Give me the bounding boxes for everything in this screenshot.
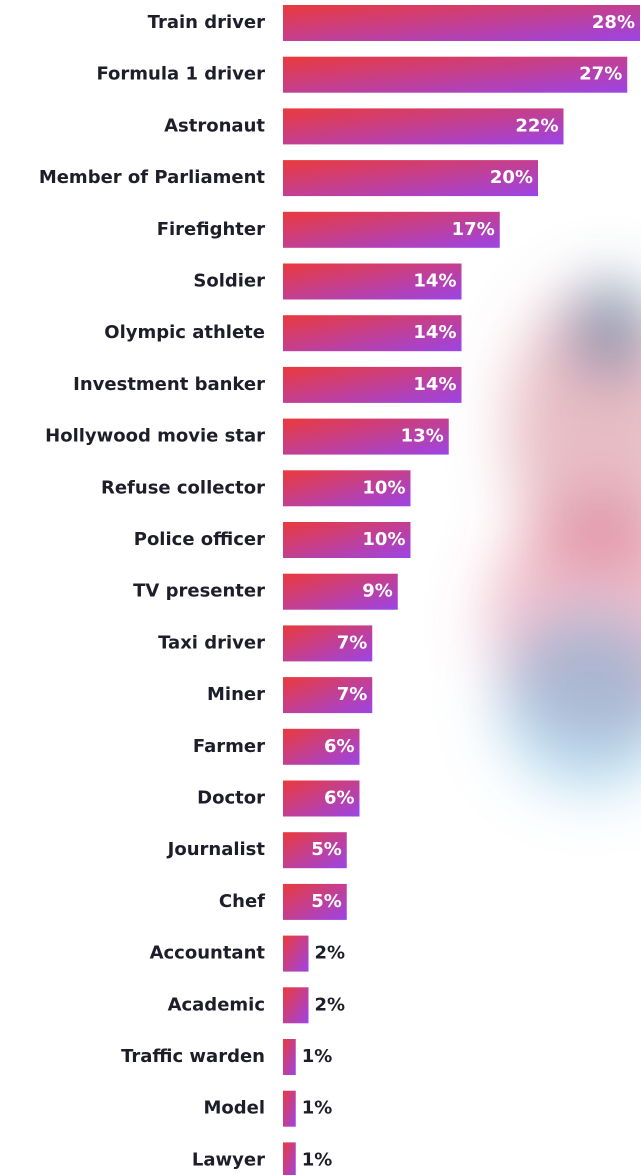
- category-label: Taxi driver: [158, 632, 265, 653]
- bar: [283, 56, 628, 93]
- value-label: 10%: [362, 477, 405, 498]
- value-label: 2%: [315, 994, 346, 1015]
- bar: [283, 987, 309, 1024]
- bar: [283, 263, 462, 300]
- bar: [283, 366, 462, 403]
- bar: [283, 832, 347, 869]
- category-label: Refuse collector: [101, 477, 265, 498]
- bar: [283, 677, 373, 714]
- bar: [283, 522, 411, 558]
- category-label: Academic: [168, 994, 265, 1015]
- bar: [283, 108, 564, 145]
- category-label: Olympic athlete: [104, 322, 265, 343]
- category-label: Train driver: [148, 12, 265, 33]
- value-label: 17%: [452, 219, 495, 240]
- watercolor-decoration: [490, 280, 641, 790]
- category-label: Investment banker: [73, 374, 265, 395]
- value-label: 7%: [337, 684, 368, 705]
- bar: [283, 315, 462, 352]
- category-label: Firefighter: [157, 219, 265, 240]
- category-label: Formula 1 driver: [96, 64, 265, 85]
- bar: [283, 211, 500, 248]
- category-label: Miner: [207, 684, 265, 705]
- value-label: 1%: [302, 1098, 333, 1119]
- value-label: 7%: [337, 632, 368, 653]
- value-label: 14%: [413, 374, 456, 395]
- bar: [283, 573, 398, 610]
- bar: [283, 935, 309, 972]
- bar: [283, 160, 538, 197]
- category-label: Model: [203, 1098, 265, 1119]
- category-label: Hollywood movie star: [45, 426, 265, 447]
- category-label: TV presenter: [133, 581, 265, 602]
- value-label: 20%: [490, 167, 533, 188]
- value-label: 9%: [362, 581, 393, 602]
- value-label: 6%: [324, 788, 355, 809]
- category-label: Soldier: [193, 271, 265, 292]
- value-label: 2%: [315, 943, 346, 964]
- category-label: Accountant: [150, 943, 266, 964]
- bar: [283, 5, 640, 41]
- bar: [283, 883, 347, 920]
- value-label: 14%: [413, 271, 456, 292]
- value-label: 27%: [579, 64, 622, 85]
- category-label: Police officer: [134, 529, 265, 550]
- value-label: 14%: [413, 322, 456, 343]
- value-label: 6%: [324, 736, 355, 757]
- category-label: Journalist: [166, 839, 266, 860]
- bar: [283, 780, 360, 817]
- value-label: 1%: [302, 1149, 333, 1170]
- value-label: 5%: [311, 891, 342, 912]
- category-label: Lawyer: [192, 1149, 265, 1170]
- category-label: Doctor: [197, 788, 265, 809]
- bar: [283, 625, 373, 662]
- bar: [283, 728, 360, 765]
- bar: [283, 1142, 296, 1175]
- bar: [283, 470, 411, 507]
- bar: [283, 418, 449, 455]
- value-label: 22%: [515, 115, 558, 136]
- bar: [283, 1090, 296, 1127]
- value-label: 28%: [592, 12, 635, 33]
- value-label: 5%: [311, 839, 342, 860]
- category-label: Traffic warden: [121, 1046, 265, 1067]
- category-label: Member of Parliament: [39, 167, 266, 188]
- value-label: 1%: [302, 1046, 333, 1067]
- bar: [283, 1039, 296, 1075]
- category-label: Farmer: [193, 736, 265, 757]
- category-label: Chef: [219, 891, 265, 912]
- value-label: 10%: [362, 529, 405, 550]
- category-label: Astronaut: [164, 115, 265, 136]
- value-label: 13%: [401, 426, 444, 447]
